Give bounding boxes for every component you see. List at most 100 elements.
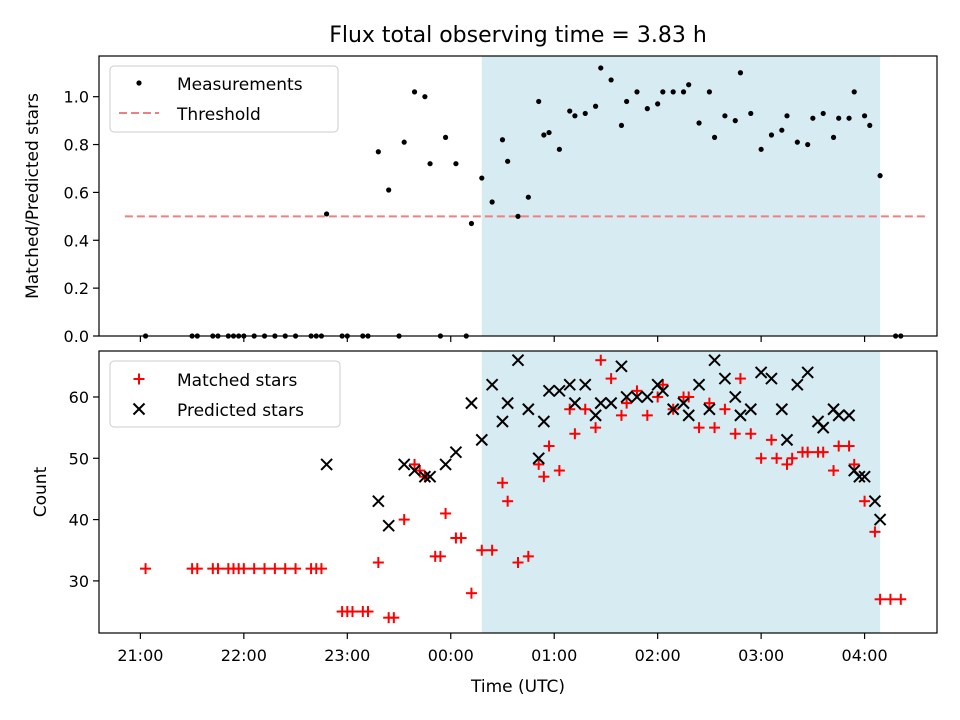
measurement-point bbox=[706, 89, 712, 95]
measurement-point bbox=[592, 103, 599, 109]
matched-star-point bbox=[290, 563, 302, 575]
predicted-star-point bbox=[475, 433, 488, 447]
matched-star-point bbox=[828, 465, 840, 477]
measurement-point bbox=[411, 89, 418, 95]
matched-star-point bbox=[564, 403, 576, 415]
matched-star-point bbox=[595, 354, 607, 366]
matched-star-point bbox=[440, 507, 452, 519]
predicted-star-point bbox=[816, 421, 830, 434]
matched-star-point bbox=[719, 403, 731, 415]
measurement-point bbox=[779, 127, 785, 133]
predicted-star-point bbox=[791, 378, 804, 391]
observing-window-span-top bbox=[481, 56, 881, 336]
measurement-point bbox=[479, 175, 485, 181]
legend-label-measurements: Measurements bbox=[177, 75, 303, 95]
predicted-star-point bbox=[853, 470, 866, 483]
matched-star-point bbox=[786, 452, 798, 464]
measurement-point bbox=[525, 194, 531, 200]
predicted-star-point bbox=[532, 452, 545, 465]
legend-marker-matched bbox=[133, 373, 145, 385]
predicted-star-point bbox=[382, 519, 395, 532]
legend-label-predicted: Predicted stars bbox=[177, 401, 304, 421]
matched-star-point bbox=[605, 373, 617, 385]
predicted-star-point bbox=[423, 470, 437, 483]
x-tick-label: 01:00 bbox=[531, 646, 577, 665]
axes-frame-top bbox=[98, 55, 938, 337]
measurement-point bbox=[556, 146, 562, 152]
matched-star-point bbox=[522, 550, 534, 562]
measurement-point bbox=[784, 113, 790, 119]
matched-star-point bbox=[538, 471, 550, 483]
matched-star-point bbox=[895, 593, 907, 605]
matched-star-point bbox=[388, 612, 400, 624]
matched-star-point bbox=[703, 397, 715, 409]
measurement-point bbox=[670, 89, 676, 95]
matched-star-point bbox=[817, 446, 829, 458]
legend-marker-predicted bbox=[132, 402, 146, 416]
matched-star-point bbox=[693, 422, 705, 434]
measurement-point bbox=[794, 139, 800, 145]
chart-title: Flux total observing time = 3.83 h bbox=[329, 23, 707, 48]
predicted-star-point bbox=[594, 396, 607, 410]
legend-bottom[interactable]: Matched stars Predicted stars bbox=[109, 360, 341, 428]
matched-star-point bbox=[279, 563, 291, 575]
measurement-point bbox=[836, 115, 842, 121]
matched-star-point bbox=[884, 593, 896, 605]
measurement-point bbox=[748, 110, 754, 117]
predicted-star-point bbox=[542, 384, 556, 398]
predicted-star-point bbox=[501, 396, 514, 410]
measurement-point bbox=[660, 89, 666, 95]
matched-star-points bbox=[140, 354, 907, 624]
matched-star-point bbox=[486, 544, 498, 556]
measurement-point bbox=[810, 115, 816, 121]
measurement-point bbox=[598, 65, 604, 71]
matched-star-point bbox=[848, 458, 860, 470]
panel-counts: 30 40 50 60 21:00 22:00 23:00 00:00 01:00 02:00 0… bbox=[31, 350, 938, 665]
predicted-star-point bbox=[630, 390, 644, 404]
y-tick-label: 0.2 bbox=[64, 279, 89, 298]
predicted-star-point bbox=[780, 433, 794, 447]
matched-star-point bbox=[372, 557, 384, 568]
matched-star-point bbox=[590, 422, 602, 434]
legend-label-threshold: Threshold bbox=[176, 105, 261, 125]
measurement-point bbox=[546, 129, 552, 136]
predicted-star-point bbox=[708, 353, 721, 367]
matched-star-point bbox=[476, 544, 488, 556]
measurement-point bbox=[468, 220, 475, 227]
matched-star-point bbox=[512, 557, 524, 568]
measurement-point bbox=[618, 122, 625, 129]
legend-box bbox=[109, 65, 339, 133]
y-tick-label: 30 bbox=[69, 572, 89, 591]
measurement-point bbox=[711, 134, 718, 140]
predicted-star-point bbox=[579, 378, 592, 391]
y-tick-label: 0.0 bbox=[64, 327, 89, 346]
x-axis-label: Time (UTC) bbox=[470, 677, 565, 697]
measurement-point bbox=[696, 120, 702, 126]
measurement-point bbox=[541, 132, 547, 138]
observing-window-span-bottom bbox=[481, 351, 881, 633]
predicted-star-point bbox=[522, 403, 535, 416]
measurement-point bbox=[536, 98, 542, 105]
predicted-star-point bbox=[485, 378, 499, 391]
matched-star-point bbox=[455, 532, 467, 544]
matched-star-point bbox=[414, 465, 426, 477]
matched-star-point bbox=[398, 514, 410, 526]
predicted-star-point bbox=[703, 403, 716, 416]
matched-star-point bbox=[745, 428, 757, 440]
predicted-star-point bbox=[765, 372, 778, 385]
matched-star-point bbox=[802, 446, 814, 458]
legend-top[interactable]: Measurements Threshold bbox=[109, 65, 339, 133]
measurement-point bbox=[567, 108, 573, 114]
predicted-star-point bbox=[620, 390, 633, 404]
predicted-star-point bbox=[563, 378, 576, 391]
matched-star-point bbox=[874, 593, 886, 605]
predicted-star-point bbox=[775, 403, 789, 416]
matched-star-point bbox=[465, 587, 477, 599]
predicted-star-point bbox=[511, 353, 525, 367]
measurement-point bbox=[515, 213, 521, 219]
x-tick-label: 00:00 bbox=[428, 646, 474, 665]
predicted-star-point bbox=[666, 403, 680, 416]
matched-star-point bbox=[579, 403, 591, 415]
measurement-point bbox=[867, 122, 873, 129]
y-tick-label: 1.0 bbox=[64, 88, 89, 107]
